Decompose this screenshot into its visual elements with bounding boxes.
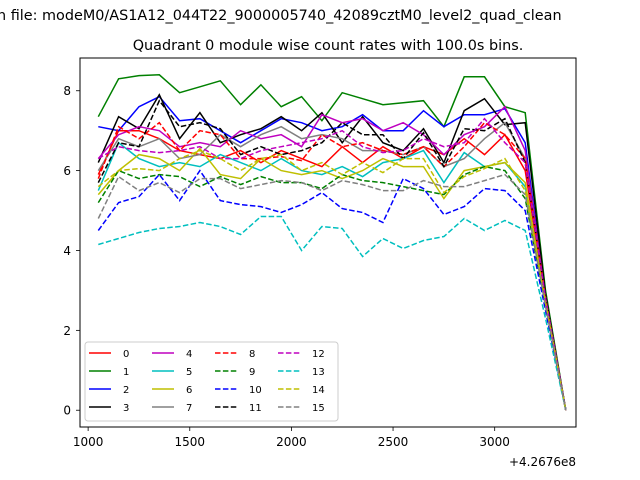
legend-frame — [84, 341, 339, 422]
x-tick-label: 2500 — [378, 435, 409, 449]
legend-label-14: 14 — [312, 385, 325, 396]
x-tick-label: 3000 — [479, 435, 510, 449]
series-layer — [97, 74, 567, 411]
y-tick-label: 2 — [63, 324, 71, 338]
legend-label-6: 6 — [186, 385, 192, 396]
legend-label-0: 0 — [123, 349, 129, 360]
y-axis: 0 2 4 6 8 — [63, 84, 80, 418]
series-line-15 — [97, 173, 567, 411]
series-line-6 — [97, 147, 567, 411]
series-line-4 — [97, 105, 567, 411]
series-line-11 — [97, 99, 567, 411]
x-offset-label: +4.2676e8 — [509, 455, 576, 469]
chart-title: Quadrant 0 module wise count rates with … — [133, 38, 524, 54]
x-axis: 1000 1500 2000 2500 3000 — [73, 427, 510, 449]
legend-label-1: 1 — [123, 367, 129, 378]
legend-label-3: 3 — [123, 403, 129, 414]
legend-label-10: 10 — [249, 385, 262, 396]
x-tick-label: 2000 — [276, 435, 307, 449]
plot-area: 1000 1500 2000 2500 3000 0 2 4 6 8 — [63, 57, 577, 449]
series-line-0 — [97, 129, 567, 411]
y-tick-label: 6 — [63, 164, 71, 178]
y-tick-label: 0 — [63, 404, 71, 418]
legend-label-9: 9 — [249, 367, 255, 378]
legend-label-7: 7 — [186, 403, 192, 414]
axes-frame — [79, 57, 577, 428]
legend-label-15: 15 — [312, 403, 325, 414]
legend-label-11: 11 — [249, 403, 262, 414]
series-line-3 — [97, 93, 567, 411]
series-line-7 — [97, 121, 567, 411]
series-line-1 — [97, 74, 567, 411]
series-line-12 — [97, 117, 567, 411]
legend-label-2: 2 — [123, 385, 129, 396]
y-tick-label: 4 — [63, 244, 71, 258]
legend-label-5: 5 — [186, 367, 192, 378]
figure-suptitle: n file: modeM0/AS1A12_044T22_9000005740_… — [0, 8, 562, 24]
x-tick-label: 1500 — [174, 435, 205, 449]
legend-label-12: 12 — [312, 349, 325, 360]
series-line-8 — [97, 121, 567, 411]
legend-label-8: 8 — [249, 349, 255, 360]
series-line-14 — [97, 149, 567, 411]
x-tick-label: 1000 — [73, 435, 104, 449]
y-tick-label: 8 — [63, 84, 71, 98]
legend-label-4: 4 — [186, 349, 192, 360]
series-line-13 — [98, 215, 567, 411]
legend-label-13: 13 — [312, 367, 325, 378]
series-line-10 — [97, 169, 567, 411]
